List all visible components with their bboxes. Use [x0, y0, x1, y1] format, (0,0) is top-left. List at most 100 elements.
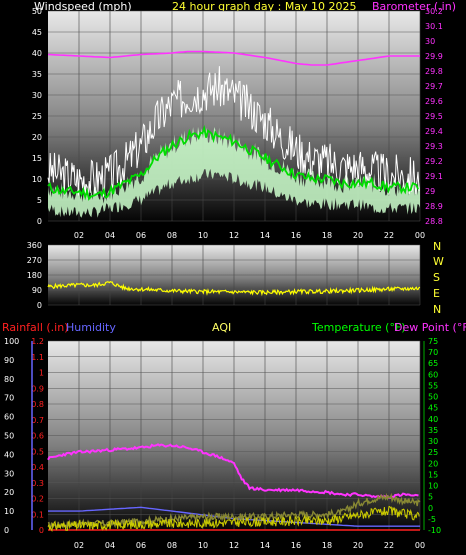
- wind-y-tick: 30: [32, 91, 42, 100]
- temperature-y-tick: 60: [428, 370, 438, 379]
- humidity-y-tick: 30: [4, 469, 14, 478]
- direction-y-tick: 90: [32, 286, 42, 295]
- barometer-y-tick: 30: [425, 37, 435, 46]
- temperature-y-tick: 65: [428, 359, 438, 368]
- humidity-y-tick: 0: [4, 526, 9, 535]
- humidity-y-tick: 60: [4, 413, 14, 422]
- x-tick-label: 00: [415, 541, 425, 550]
- humidity-y-tick: 70: [4, 394, 14, 403]
- humidity-label: Humidity: [66, 321, 116, 334]
- barometer-y-tick: 29.6: [425, 97, 443, 106]
- barometer-y-tick: 29.4: [425, 127, 443, 136]
- rainfall-y-ticks: 0 0.1 0.2 0.3 0.4 0.5 0.6 0.7 0.8 0.9 1 1.1 1.2: [31, 337, 44, 535]
- temperature-y-tick: 5: [428, 493, 433, 502]
- compass-n-bottom: N: [433, 303, 441, 316]
- rainfall-y-tick: 0.5: [31, 447, 44, 456]
- direction-y-tick: 270: [27, 256, 42, 265]
- temperature-y-tick: 35: [428, 426, 438, 435]
- dewpoint-label: Dew Point (°F): [394, 321, 466, 334]
- temperature-y-tick: 40: [428, 415, 438, 424]
- barometer-y-tick: 29.8: [425, 67, 443, 76]
- compass-w: W: [433, 255, 444, 268]
- humidity-y-tick: 50: [4, 432, 14, 441]
- wind-x-ticks: 02 04 06 08 10 12 14 16 18 20 22 00: [74, 231, 425, 240]
- x-tick-label: 08: [167, 541, 177, 550]
- barometer-y-tick: 30.1: [425, 22, 443, 31]
- temperature-y-tick: 50: [428, 393, 438, 402]
- wind-range-fill: [48, 125, 420, 218]
- rainfall-y-tick: 1.1: [31, 353, 44, 362]
- barometer-y-tick: 29.1: [425, 172, 443, 181]
- rainfall-label: Rainfall (.in): [2, 321, 69, 334]
- barometer-y-tick: 30.2: [425, 7, 443, 16]
- wind-y-tick: 25: [32, 112, 42, 121]
- x-tick-label: 10: [198, 541, 208, 550]
- x-tick-label: 20: [353, 231, 363, 240]
- temperature-label: Temperature (°F): [311, 321, 406, 334]
- direction-line: [47, 280, 421, 297]
- x-tick-label: 22: [384, 231, 394, 240]
- x-tick-label: 10: [198, 231, 208, 240]
- humidity-y-tick: 20: [4, 488, 14, 497]
- direction-grid: [48, 244, 421, 306]
- rainfall-y-tick: 1: [39, 369, 44, 378]
- compass-labels: N W S E N: [433, 240, 444, 316]
- temperature-y-tick: 55: [428, 381, 438, 390]
- wind-y-tick: 35: [32, 70, 42, 79]
- compass-s: S: [433, 271, 440, 284]
- barometer-y-tick: 29.9: [425, 52, 443, 61]
- rainfall-y-tick: 0.1: [31, 510, 44, 519]
- barometer-line: [47, 50, 420, 66]
- date-title: 24 hour graph day : May 10 2025: [172, 0, 357, 13]
- x-tick-label: 02: [74, 541, 84, 550]
- temperature-y-ticks: -10 -5 0 5 10 15 20 25 30 35 40 45 50 55 60 65 70 75: [428, 337, 441, 535]
- rainfall-y-tick: 0.7: [31, 416, 44, 425]
- x-tick-label: 04: [105, 231, 115, 240]
- direction-y-ticks: 0 90 180 270 360: [27, 241, 42, 310]
- temperature-y-tick: 75: [428, 337, 438, 346]
- x-tick-label: 02: [74, 231, 84, 240]
- temperature-y-tick: 30: [428, 437, 438, 446]
- wind-y-tick: 0: [37, 217, 42, 226]
- barometer-label: Barometer (.in): [372, 0, 456, 13]
- aqi-line: [47, 505, 420, 533]
- rainfall-y-tick: 0.9: [31, 384, 44, 393]
- dew-series-line: [47, 443, 419, 499]
- rainfall-y-tick: 0.3: [31, 479, 44, 488]
- x-tick-label: 14: [260, 541, 270, 550]
- rainfall-y-tick: 0.2: [31, 495, 44, 504]
- windspeed-label: Windspeed (mph): [34, 0, 132, 13]
- x-tick-label: 18: [322, 231, 332, 240]
- x-tick-label: 16: [291, 541, 301, 550]
- wind-avg-line: [47, 124, 419, 201]
- direction-y-tick: 0: [37, 301, 42, 310]
- wind-y-tick: 5: [37, 196, 42, 205]
- barometer-y-tick: 29.3: [425, 142, 443, 151]
- wind-y-tick: 10: [32, 175, 42, 184]
- x-tick-label: 00: [415, 231, 425, 240]
- compass-n-top: N: [433, 240, 441, 253]
- humidity-y-tick: 90: [4, 356, 14, 365]
- x-tick-label: 08: [167, 231, 177, 240]
- temperature-y-tick: 15: [428, 470, 438, 479]
- barometer-y-ticks: 28.8 28.9 29 29.1 29.2 29.3 29.4 29.5 29.6 29.7 29…: [425, 7, 443, 226]
- temperature-y-tick: -5: [428, 515, 436, 524]
- compass-e: E: [433, 287, 440, 300]
- temperature-y-tick: 0: [428, 504, 433, 513]
- temperature-y-tick: 70: [428, 348, 438, 357]
- barometer-y-tick: 29.2: [425, 157, 443, 166]
- x-tick-label: 12: [229, 541, 239, 550]
- temperature-y-tick: 10: [428, 482, 438, 491]
- barometer-y-tick: 28.8: [425, 217, 443, 226]
- wind-y-tick: 45: [32, 28, 42, 37]
- wind-y-tick: 40: [32, 49, 42, 58]
- x-tick-label: 22: [384, 541, 394, 550]
- x-tick-label: 12: [229, 231, 239, 240]
- rain-series-layer: [47, 443, 421, 533]
- direction-series-layer: [47, 280, 421, 297]
- x-tick-label: 16: [291, 231, 301, 240]
- aqi-label: AQI: [212, 321, 231, 334]
- rainfall-y-tick: 0.6: [31, 432, 44, 441]
- humidity-y-tick: 80: [4, 375, 14, 384]
